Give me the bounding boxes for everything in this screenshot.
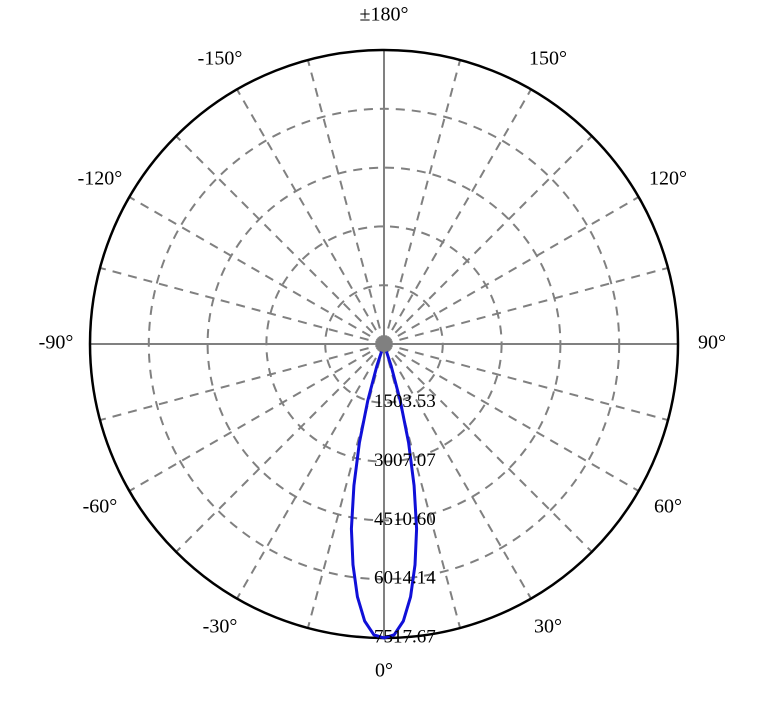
angle-label: -150° bbox=[198, 48, 243, 70]
radial-label: 3007.07 bbox=[374, 450, 436, 471]
angle-label: 30° bbox=[534, 616, 562, 638]
angle-label: -60° bbox=[83, 496, 118, 518]
radial-label: 6014.14 bbox=[374, 568, 436, 589]
radial-label: 1503.53 bbox=[374, 391, 436, 412]
center-dot bbox=[376, 336, 392, 352]
angle-label: -90° bbox=[39, 332, 74, 354]
angle-label: 120° bbox=[649, 168, 687, 190]
radial-label: 7517.67 bbox=[374, 626, 436, 647]
angle-label: -120° bbox=[78, 168, 123, 190]
angle-label: 150° bbox=[529, 48, 567, 70]
angle-label: 60° bbox=[654, 496, 682, 518]
polar-chart: 1503.53 3007.07 4510.60 6014.14 7517.67 ±180°… bbox=[0, 0, 760, 704]
angle-label: ±180° bbox=[360, 4, 409, 26]
angle-label: 0° bbox=[375, 660, 393, 682]
radial-label: 4510.60 bbox=[374, 509, 436, 530]
angle-label: 90° bbox=[698, 332, 726, 354]
angle-label: -30° bbox=[203, 616, 238, 638]
